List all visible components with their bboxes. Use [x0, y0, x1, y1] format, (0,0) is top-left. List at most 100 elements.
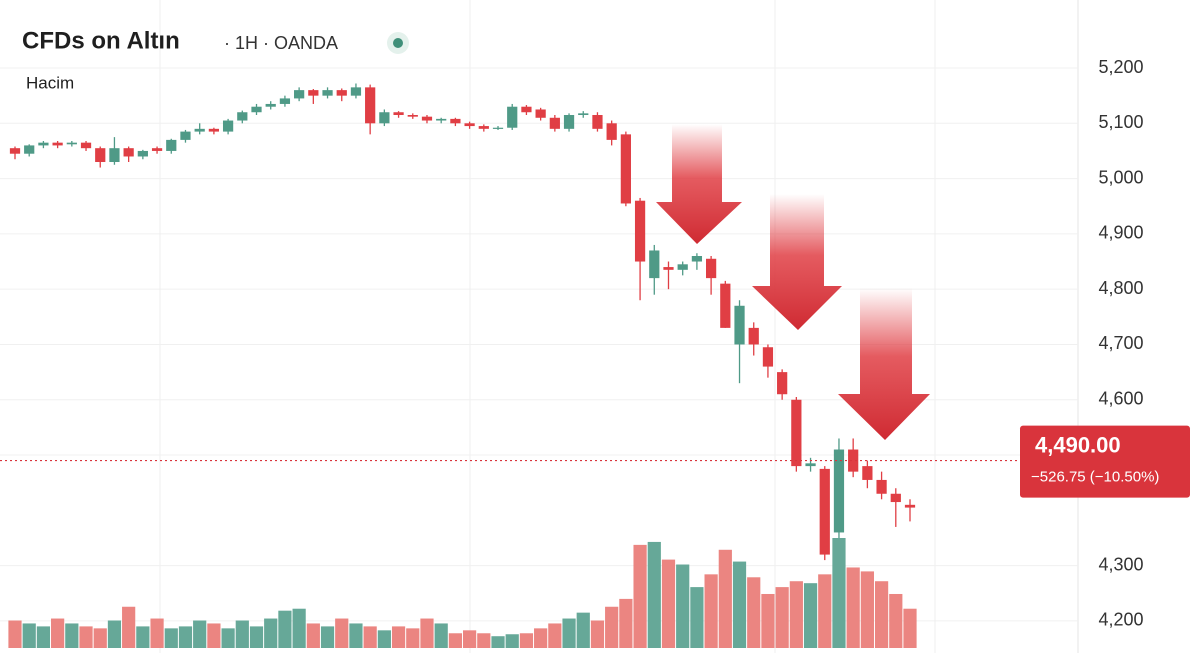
volume-bar	[79, 626, 93, 648]
candle-body	[478, 126, 489, 129]
candle-body	[592, 115, 603, 129]
volume-bar	[448, 633, 462, 648]
volume-bar	[93, 628, 107, 648]
volume-bar	[491, 636, 505, 648]
header: CFDs on Altın · 1H · OANDA Hacim	[22, 27, 409, 92]
candle-body	[365, 87, 376, 124]
volume-bar	[22, 623, 36, 648]
volume-bar	[207, 623, 221, 648]
candle-body	[862, 466, 873, 480]
volume-bar	[65, 623, 79, 648]
volume-bar	[661, 559, 676, 648]
volume-bar	[193, 620, 207, 648]
candle-body	[705, 258, 717, 279]
volume-bar	[463, 630, 477, 648]
volume-bar	[846, 567, 860, 648]
volume-bar	[803, 583, 818, 648]
candle-body	[791, 399, 802, 467]
volume-bar	[789, 581, 803, 648]
candle-layer	[9, 83, 916, 561]
candle-body	[421, 116, 433, 121]
volume-bar	[377, 630, 391, 648]
volume-bar	[676, 564, 690, 648]
candle-body	[436, 118, 447, 121]
volume-bar	[420, 618, 434, 648]
volume-bar	[391, 626, 406, 648]
y-tick-label: 5,200	[1098, 57, 1143, 77]
volume-bar	[434, 623, 448, 648]
chart-title: CFDs on Altın	[22, 27, 180, 54]
candle-body	[151, 148, 163, 151]
price-tag-box	[1020, 425, 1190, 498]
down-arrow	[752, 194, 842, 330]
candle-body	[66, 142, 77, 145]
volume-bar	[8, 620, 22, 648]
candle-body	[777, 372, 788, 395]
volume-bar	[860, 571, 874, 648]
candle-body	[109, 148, 120, 163]
volume-bar	[363, 626, 377, 648]
volume-bar	[761, 593, 775, 648]
volume-bar	[889, 593, 903, 648]
y-tick-label: 5,000	[1098, 167, 1143, 187]
volume-bar	[775, 587, 789, 648]
volume-bar	[221, 628, 235, 648]
candle-body	[464, 123, 475, 127]
grid	[0, 0, 1079, 653]
volume-bar	[633, 544, 647, 648]
volume-bar	[164, 628, 178, 648]
price-tag-value: 4,490.00	[1035, 432, 1121, 457]
volume-bar	[51, 618, 65, 648]
candle-body	[393, 112, 404, 116]
volume-bar	[264, 618, 278, 648]
volume-layer	[8, 538, 917, 648]
y-tick-label: 4,700	[1098, 333, 1143, 353]
volume-bar	[477, 633, 491, 648]
volume-bar	[36, 626, 51, 648]
down-arrow	[656, 124, 742, 244]
candle-body	[450, 118, 461, 124]
candle-body	[805, 463, 816, 467]
volume-bar	[519, 633, 534, 648]
candle-body	[848, 449, 859, 472]
candle-body	[578, 113, 589, 116]
volume-bar	[903, 608, 917, 648]
volume-bar	[534, 628, 548, 648]
candle-body	[563, 115, 575, 129]
candle-body	[166, 139, 177, 151]
volume-bar	[249, 626, 264, 648]
candle-body	[833, 449, 845, 533]
volume-bar	[278, 610, 292, 648]
status-dot	[393, 38, 403, 48]
volume-bar	[619, 598, 633, 648]
volume-bar	[406, 628, 420, 648]
candle-body	[336, 90, 347, 96]
candle-body	[876, 479, 887, 494]
candle-body	[137, 150, 148, 157]
candle-body	[691, 256, 703, 262]
candle-body	[379, 112, 390, 124]
candle-body	[350, 87, 362, 96]
volume-bar	[576, 612, 590, 648]
candle-body	[535, 109, 546, 118]
candle-body	[762, 347, 774, 367]
y-tick-label: 4,200	[1098, 610, 1143, 630]
volume-bar	[136, 626, 150, 648]
volume-bar	[832, 538, 846, 648]
candle-body	[677, 264, 688, 270]
candle-body	[720, 283, 731, 328]
volume-bar	[349, 623, 363, 648]
price-tag-change: −526.75 (−10.50%)	[1031, 469, 1159, 486]
volume-bar	[690, 587, 704, 648]
volume-bar	[235, 620, 249, 648]
volume-bar	[605, 606, 619, 648]
candle-body	[123, 148, 134, 157]
volume-bar	[150, 618, 164, 648]
candle-body	[24, 145, 35, 154]
volume-bar	[292, 608, 306, 648]
price-axis: 5,2005,1005,0004,9004,8004,7004,6004,500…	[1098, 57, 1143, 630]
candle-body	[890, 493, 901, 503]
volume-bar	[732, 561, 747, 648]
y-tick-label: 4,800	[1098, 278, 1143, 298]
